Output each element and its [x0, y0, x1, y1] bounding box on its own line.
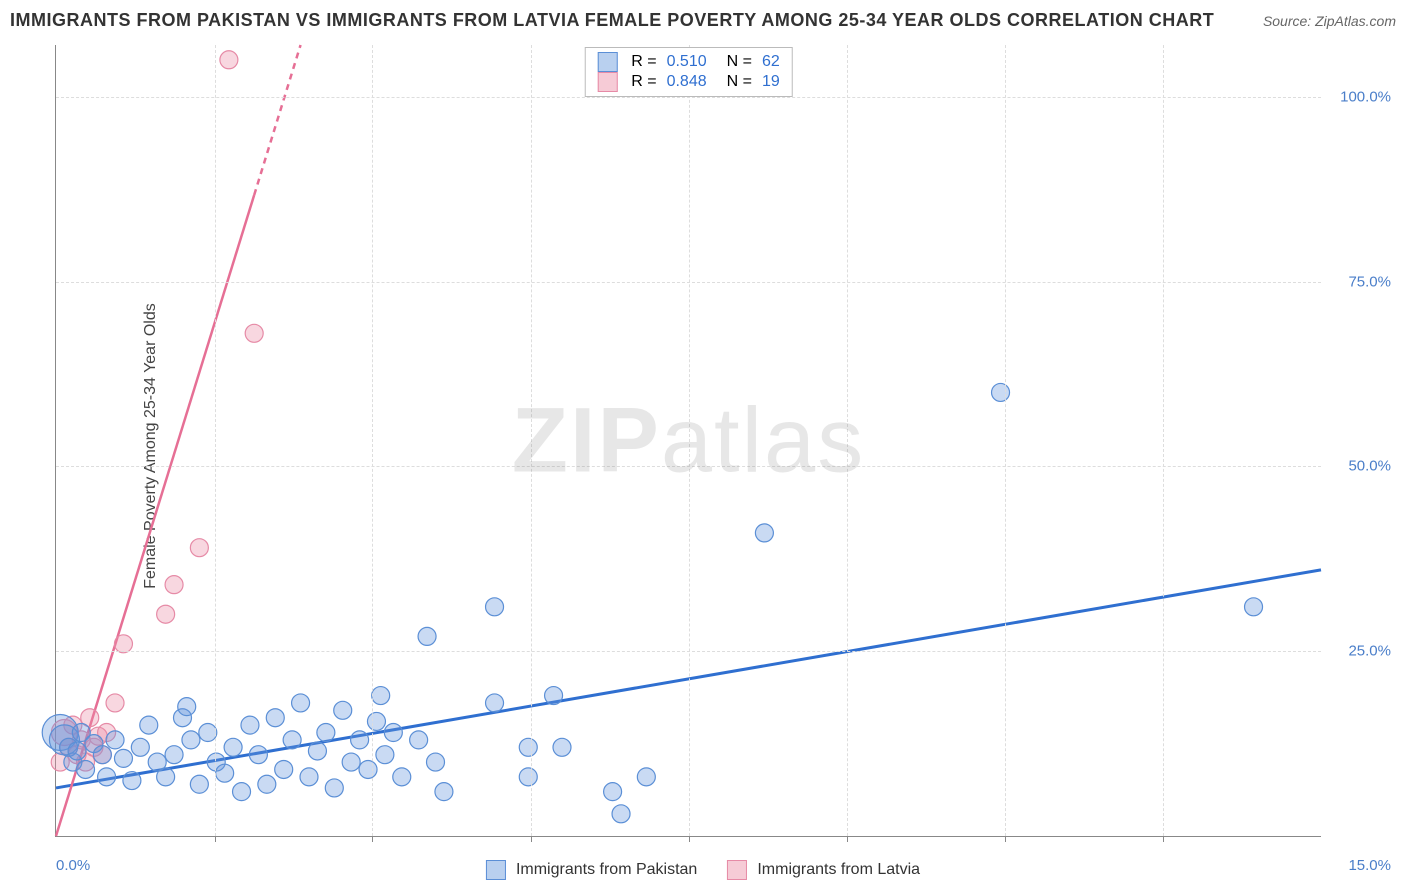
x-tick-mark	[847, 836, 848, 842]
source-label: Source: ZipAtlas.com	[1263, 13, 1396, 29]
gridline-v	[531, 45, 532, 836]
x-tick-mark	[215, 836, 216, 842]
swatch-icon	[597, 52, 617, 72]
gridline-v	[689, 45, 690, 836]
x-tick-mark	[1005, 836, 1006, 842]
legend-row: R = 0.510 N = 62	[597, 52, 780, 72]
y-tick-label: 75.0%	[1331, 273, 1391, 290]
gridline-v	[1005, 45, 1006, 836]
legend-label: Immigrants from Pakistan	[516, 861, 697, 879]
legend-row: R = 0.848 N = 19	[597, 72, 780, 92]
gridline-v	[372, 45, 373, 836]
x-tick-mark	[531, 836, 532, 842]
legend-r-value: 0.510	[667, 53, 707, 71]
legend-r-label: R =	[631, 73, 656, 91]
gridline-v	[1163, 45, 1164, 836]
legend-n-label: N =	[727, 53, 752, 71]
x-tick-label: 15.0%	[1348, 857, 1391, 874]
x-tick-mark	[689, 836, 690, 842]
legend-n-value: 62	[762, 53, 780, 71]
y-tick-label: 50.0%	[1331, 458, 1391, 475]
legend-series: Immigrants from Pakistan Immigrants from…	[486, 860, 920, 880]
x-tick-label: 0.0%	[56, 857, 90, 874]
y-tick-label: 100.0%	[1331, 88, 1391, 105]
gridline-v	[847, 45, 848, 836]
x-tick-mark	[372, 836, 373, 842]
legend-n-value: 19	[762, 73, 780, 91]
plot-area: ZIPatlas R = 0.510 N = 62 R = 0.848 N = …	[55, 45, 1321, 837]
swatch-icon	[486, 860, 506, 880]
legend-correlation: R = 0.510 N = 62 R = 0.848 N = 19	[584, 47, 793, 97]
chart-title: IMMIGRANTS FROM PAKISTAN VS IMMIGRANTS F…	[10, 10, 1214, 31]
y-tick-label: 25.0%	[1331, 643, 1391, 660]
legend-item: Immigrants from Pakistan	[486, 860, 697, 880]
legend-r-value: 0.848	[667, 73, 707, 91]
gridline-v	[215, 45, 216, 836]
swatch-icon	[727, 860, 747, 880]
x-tick-mark	[1163, 836, 1164, 842]
legend-item: Immigrants from Latvia	[727, 860, 920, 880]
legend-label: Immigrants from Latvia	[757, 861, 920, 879]
swatch-icon	[597, 72, 617, 92]
legend-n-label: N =	[727, 73, 752, 91]
title-bar: IMMIGRANTS FROM PAKISTAN VS IMMIGRANTS F…	[10, 10, 1396, 31]
legend-r-label: R =	[631, 53, 656, 71]
